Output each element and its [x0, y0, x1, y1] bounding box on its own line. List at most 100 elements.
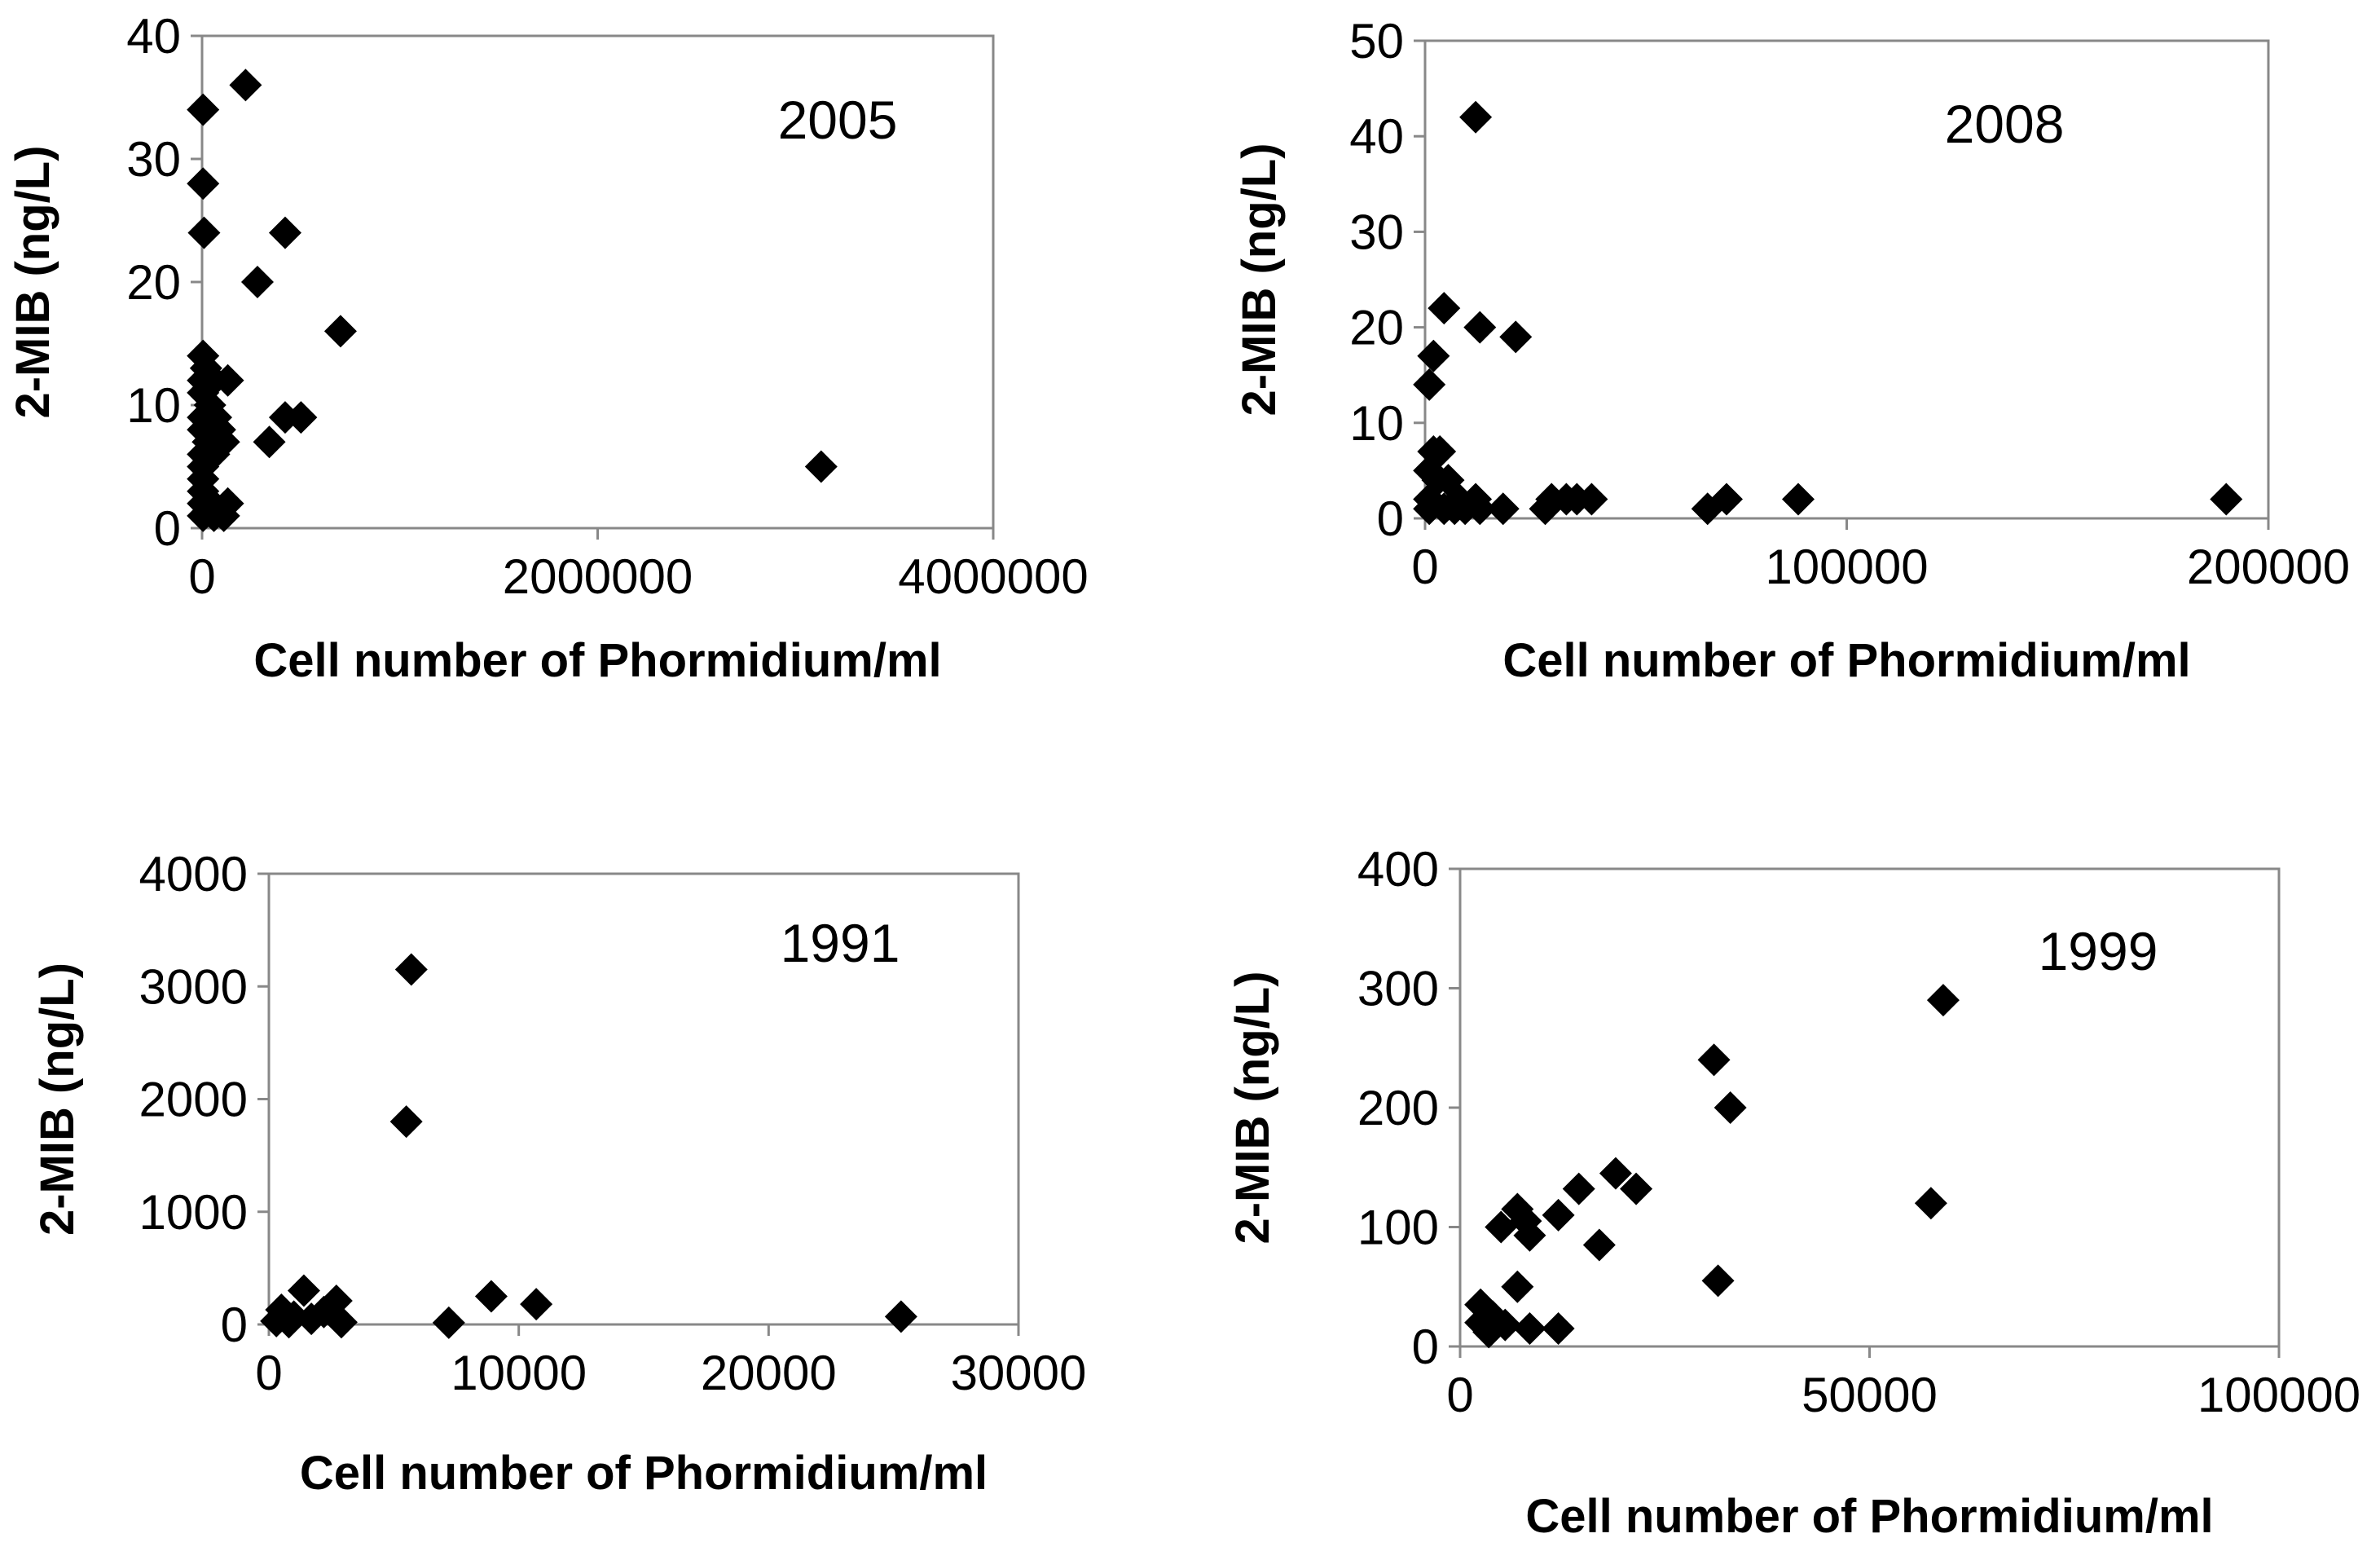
x-axis-title: Cell number of Phormidium/ml	[1502, 634, 2190, 687]
scatter-panel-2008: 0 10 20 30 40 50 0 100000 200000 Cell number of P…	[1233, 14, 2350, 687]
data-point-diamond	[1620, 1172, 1653, 1205]
y-tick-label: 30	[1349, 205, 1404, 259]
data-point-diamond	[389, 1105, 423, 1139]
x-tick-label: 0	[1446, 1368, 1473, 1422]
x-tick-label: 0	[188, 549, 215, 604]
x-tick-label: 4000000	[898, 549, 1089, 604]
panel-year-label: 2008	[1945, 94, 2065, 154]
y-axis-title: 2-MIB (ng/L)	[1226, 971, 1279, 1244]
data-point-diamond	[324, 1306, 358, 1339]
y-tick-label: 30	[126, 132, 181, 187]
y-tick-label: 20	[126, 255, 181, 310]
data-point-diamond	[1499, 320, 1533, 354]
panel-year-label: 2005	[778, 90, 898, 150]
y-tick-label: 3000	[139, 959, 248, 1014]
data-point-diamond	[1575, 483, 1608, 516]
y-tick-label: 400	[1357, 842, 1439, 897]
data-point-diamond	[1582, 1228, 1616, 1262]
data-point-diamond	[211, 364, 244, 397]
panel-year-label: 1999	[2039, 921, 2158, 981]
y-axis-title: 2-MIB (ng/L)	[1233, 143, 1286, 416]
y-axis-title: 2-MIB (ng/L)	[7, 145, 59, 418]
x-tick-label: 10000	[451, 1346, 587, 1400]
data-point-diamond	[1714, 1091, 1747, 1124]
scatter-panel-1991: 0 1000 2000 3000 4000 0 10000 20000 30000 Cell nu…	[31, 847, 1086, 1500]
data-point-diamond	[1513, 1312, 1546, 1346]
data-point-diamond	[1501, 1270, 1534, 1303]
data-point-diamond	[187, 93, 220, 126]
y-tick-label: 100	[1357, 1201, 1439, 1255]
data-point-diamond	[1485, 1210, 1518, 1244]
y-tick-label: 0	[1412, 1320, 1439, 1374]
x-axis-title: Cell number of Phormidium/ml	[1525, 1490, 2213, 1543]
data-point-diamond	[1926, 984, 1960, 1017]
x-tick-label: 20000	[701, 1346, 837, 1400]
data-point-diamond	[295, 1302, 328, 1336]
y-tick-label: 10	[126, 378, 181, 433]
y-tick-label: 200	[1357, 1081, 1439, 1135]
scatter-panel-2005: 0 10 20 30 40 0 2000000 4000000 Cell number of P…	[7, 9, 1089, 687]
data-point-diamond	[1562, 1172, 1595, 1205]
data-point-diamond	[2210, 483, 2243, 516]
data-point-diamond	[1459, 100, 1493, 134]
y-tick-label: 50	[1349, 14, 1404, 68]
data-point-diamond	[287, 1274, 320, 1307]
x-tick-label: 2000000	[503, 549, 693, 604]
data-point-diamond	[207, 499, 240, 532]
data-point-diamond	[1463, 311, 1497, 344]
plot-area-frame	[267, 872, 1020, 1326]
y-tick-label: 2000	[139, 1073, 248, 1127]
data-point-diamond	[1701, 1264, 1735, 1298]
x-tick-label: 30000	[951, 1346, 1087, 1400]
data-point-diamond	[1914, 1187, 1947, 1220]
y-tick-label: 0	[154, 501, 181, 556]
panel-year-label: 1991	[781, 913, 900, 973]
data-point-diamond	[1428, 292, 1461, 325]
x-tick-label: 100000	[2197, 1368, 2360, 1422]
plot-area-frame	[1423, 39, 2270, 520]
data-point-diamond	[253, 425, 286, 459]
y-tick-label: 0	[221, 1298, 248, 1352]
data-point-diamond	[520, 1288, 553, 1321]
data-point-diamond	[394, 953, 428, 986]
x-axis-title: Cell number of Phormidium/ml	[253, 634, 941, 687]
y-tick-label: 1000	[139, 1185, 248, 1240]
data-point-diamond	[240, 266, 274, 298]
data-point-diamond	[1486, 492, 1520, 526]
x-tick-label: 200000	[2187, 540, 2350, 594]
data-point-diamond	[1472, 1315, 1506, 1349]
x-tick-label: 0	[255, 1346, 282, 1400]
y-tick-label: 0	[1377, 491, 1404, 546]
data-point-diamond	[1697, 1043, 1731, 1077]
x-tick-label: 0	[1411, 540, 1438, 594]
data-point-diamond	[432, 1306, 465, 1339]
data-point-diamond	[474, 1280, 508, 1313]
data-point-diamond	[187, 167, 220, 201]
y-tick-label: 4000	[139, 847, 248, 901]
data-point-diamond	[1599, 1157, 1632, 1190]
data-point-diamond	[1413, 368, 1446, 401]
data-point-diamond	[1691, 492, 1724, 526]
y-tick-label: 40	[1349, 109, 1404, 164]
data-point-diamond	[1781, 483, 1815, 516]
y-tick-label: 300	[1357, 962, 1439, 1016]
data-point-diamond	[323, 315, 357, 348]
y-tick-label: 20	[1349, 301, 1404, 355]
y-tick-label: 40	[126, 9, 181, 64]
data-point-diamond	[804, 450, 838, 483]
data-point-diamond	[1542, 1312, 1575, 1346]
data-point-diamond	[1417, 339, 1450, 372]
data-point-diamond	[272, 1306, 306, 1339]
y-tick-label: 10	[1349, 396, 1404, 451]
x-tick-label: 50000	[1801, 1368, 1938, 1422]
data-point-diamond	[1529, 492, 1562, 526]
data-point-diamond	[1513, 1218, 1546, 1252]
x-axis-title: Cell number of Phormidium/ml	[300, 1447, 988, 1500]
data-point-diamond	[187, 216, 221, 249]
data-point-diamond	[884, 1300, 917, 1333]
x-tick-label: 100000	[1765, 540, 1928, 594]
data-point-diamond	[268, 216, 301, 249]
data-point-diamond	[1542, 1198, 1575, 1232]
data-point-diamond	[1463, 492, 1497, 526]
